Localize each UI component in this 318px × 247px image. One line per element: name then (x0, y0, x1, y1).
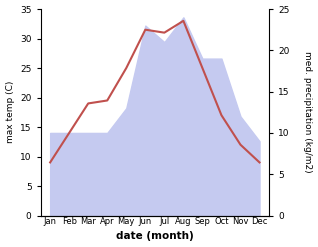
X-axis label: date (month): date (month) (116, 231, 194, 242)
Y-axis label: med. precipitation (kg/m2): med. precipitation (kg/m2) (303, 51, 313, 173)
Y-axis label: max temp (C): max temp (C) (5, 81, 15, 144)
